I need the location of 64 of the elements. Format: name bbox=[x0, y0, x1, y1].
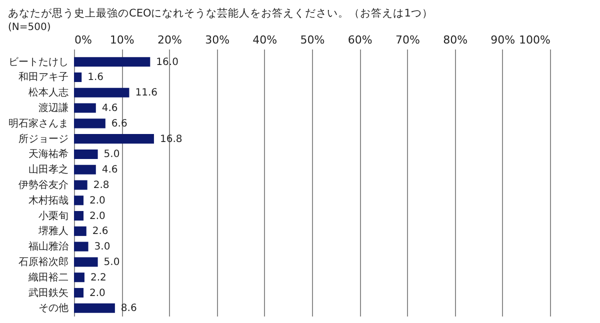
bar bbox=[74, 211, 84, 221]
bar bbox=[74, 103, 96, 113]
bar bbox=[74, 88, 130, 98]
y-tick-label: 明石家さんま bbox=[8, 117, 68, 130]
data-label: 5.0 bbox=[104, 256, 120, 268]
y-tick-label: 木村拓哉 bbox=[28, 194, 68, 206]
data-label: 2.8 bbox=[93, 180, 110, 191]
bar bbox=[74, 149, 98, 159]
chart-title: あなたが思う史上最強のCEOになれそうな芸能人をお答えください。（お答えは1つ） bbox=[8, 6, 433, 20]
data-label: 6.6 bbox=[111, 118, 128, 130]
x-tick-label: 70% bbox=[395, 34, 420, 46]
data-label: 2.0 bbox=[90, 195, 106, 206]
y-tick-label: 天海祐希 bbox=[28, 148, 68, 160]
x-tick-label: 30% bbox=[205, 34, 230, 46]
bar bbox=[74, 242, 88, 252]
y-tick-label: 松本人志 bbox=[28, 86, 68, 99]
data-label: 4.6 bbox=[102, 103, 118, 114]
x-tick-label: 10% bbox=[110, 34, 134, 46]
bar bbox=[74, 72, 82, 82]
data-label: 1.6 bbox=[88, 72, 104, 84]
x-tick-label: 40% bbox=[252, 34, 278, 46]
x-tick-label: 100% bbox=[519, 34, 550, 46]
x-tick-label: 20% bbox=[157, 34, 182, 46]
bar bbox=[74, 226, 86, 236]
y-tick-label: 山田孝之 bbox=[28, 164, 68, 176]
data-label: 3.0 bbox=[94, 242, 110, 253]
x-tick-label: 0% bbox=[74, 34, 92, 46]
y-tick-label: 和田アキ子 bbox=[18, 71, 68, 84]
data-label: 4.6 bbox=[102, 164, 118, 176]
data-label: 16.8 bbox=[160, 134, 182, 145]
bar bbox=[74, 118, 106, 128]
bar bbox=[74, 180, 88, 190]
y-tick-label: 伊勢谷友介 bbox=[18, 179, 68, 191]
y-tick-label: 福山雅治 bbox=[28, 240, 68, 253]
x-tick-label: 90% bbox=[490, 34, 516, 46]
data-label: 2.0 bbox=[90, 210, 106, 222]
y-tick-label: ビートたけし bbox=[8, 56, 68, 68]
y-tick-label: その他 bbox=[38, 302, 68, 314]
x-tick-label: 80% bbox=[443, 34, 468, 46]
bar bbox=[74, 272, 84, 282]
data-label: 8.6 bbox=[120, 303, 137, 314]
y-tick-label: 武田鉄矢 bbox=[28, 286, 68, 299]
data-label: 5.0 bbox=[104, 149, 120, 160]
bar bbox=[74, 164, 96, 174]
data-label: 2.6 bbox=[92, 226, 108, 238]
y-tick-label: 所ジョージ bbox=[18, 132, 68, 145]
bar bbox=[74, 57, 150, 67]
bar bbox=[74, 134, 154, 144]
bar bbox=[74, 257, 98, 267]
data-label: 16.0 bbox=[156, 56, 178, 68]
y-tick-label: 石原裕次郎 bbox=[18, 256, 68, 268]
bar bbox=[74, 303, 115, 313]
bar bbox=[74, 196, 84, 206]
y-tick-label: 織田裕二 bbox=[28, 271, 68, 284]
data-label: 2.2 bbox=[90, 272, 106, 284]
data-label: 2.0 bbox=[90, 288, 106, 299]
y-tick-label: 渡辺謙 bbox=[38, 102, 68, 114]
y-tick-label: 堺雅人 bbox=[38, 225, 68, 238]
x-tick-label: 60% bbox=[348, 34, 372, 46]
chart-subtitle: (N=500) bbox=[8, 22, 51, 33]
x-tick-label: 50% bbox=[300, 34, 325, 46]
data-label: 11.6 bbox=[135, 88, 158, 99]
bar bbox=[74, 288, 84, 298]
y-tick-label: 小栗旬 bbox=[38, 210, 68, 222]
